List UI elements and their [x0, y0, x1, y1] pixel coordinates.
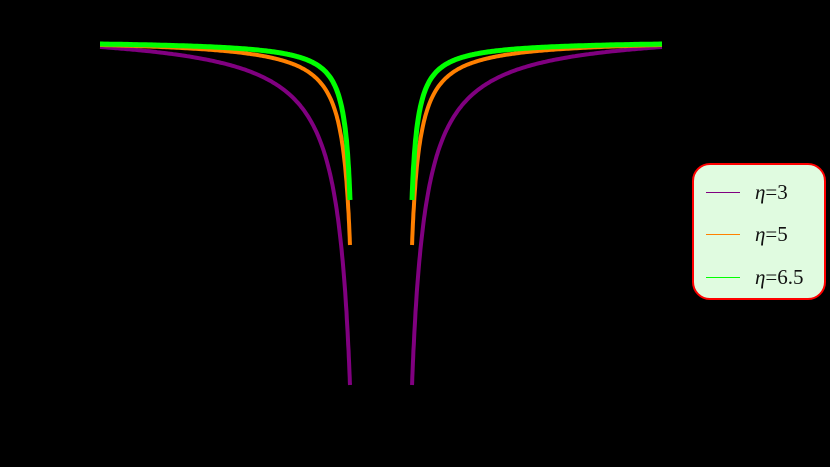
- curve-5-left: [100, 43, 352, 246]
- curve-6-5-left: [100, 41, 353, 201]
- curve-6-5-right: [409, 41, 662, 201]
- curve-3-left: [99, 45, 352, 386]
- legend-item-eta-5: η=5: [706, 222, 788, 246]
- legend-swatch-eta-5: [706, 233, 740, 235]
- legend-label: η=6.5: [755, 264, 804, 289]
- legend: η=3 η=5 η=6.5: [692, 163, 826, 300]
- legend-item-eta-3: η=3: [706, 180, 788, 204]
- legend-swatch-eta-3: [706, 191, 740, 193]
- legend-label: η=3: [755, 179, 788, 204]
- legend-swatch-eta-6-5: [706, 276, 740, 278]
- legend-label: η=5: [755, 221, 788, 246]
- curves-group: [99, 41, 663, 386]
- curve-3-right: [410, 45, 663, 386]
- legend-item-eta-6-5: η=6.5: [706, 265, 804, 289]
- curve-5-right: [410, 43, 662, 246]
